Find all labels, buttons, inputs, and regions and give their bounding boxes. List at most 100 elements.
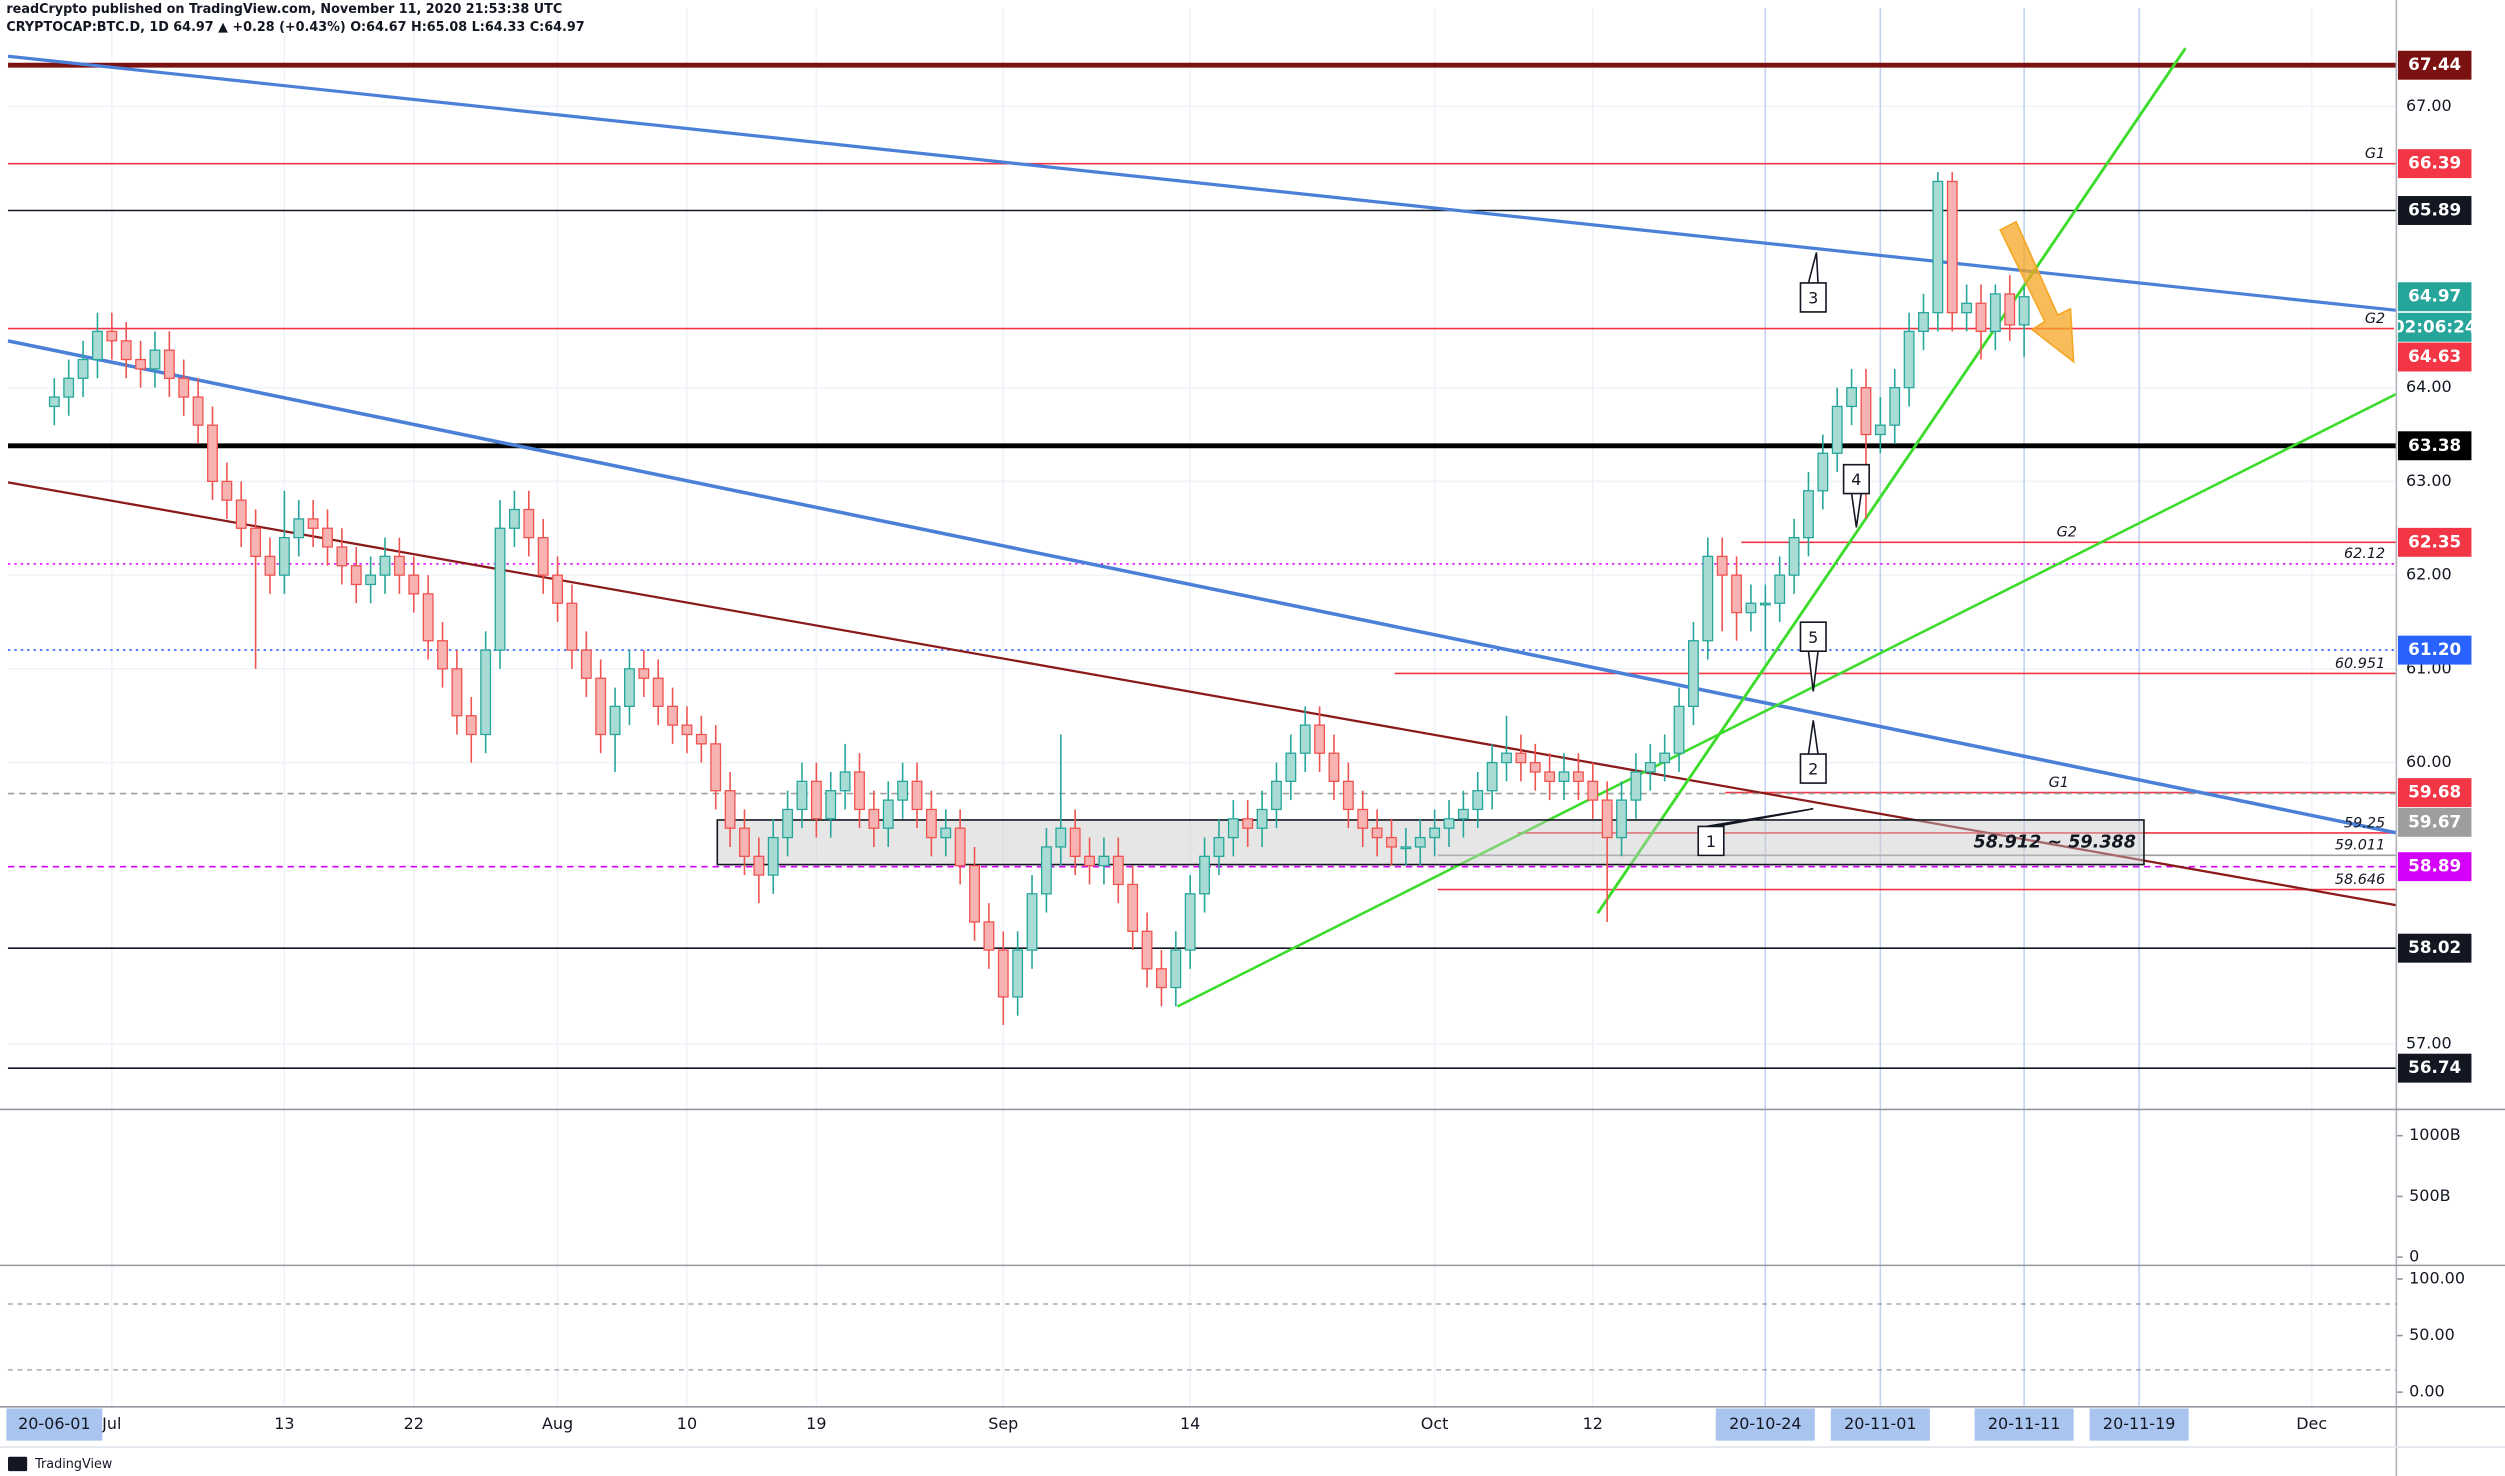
candle-body <box>523 508 535 539</box>
candle-body <box>1774 574 1786 604</box>
candle-body <box>1572 771 1584 782</box>
footer-logo <box>7 1456 28 1472</box>
date-label-box <box>6 1408 103 1441</box>
candles-layer <box>48 172 2030 1026</box>
candle-body <box>1199 855 1211 895</box>
candle-body <box>1127 883 1139 932</box>
candle-body <box>1084 855 1095 867</box>
candle-body <box>1026 893 1038 951</box>
candle-body <box>379 555 391 576</box>
candle-body <box>969 865 980 923</box>
candle-body <box>940 827 952 839</box>
candle-body <box>1860 387 1872 436</box>
x-tick-label: 20-10-24 <box>1729 1414 1801 1433</box>
candle-body <box>1903 330 1915 389</box>
candle-body <box>1601 799 1613 839</box>
countdown-label-box <box>2397 312 2472 342</box>
price-level-label-box <box>2397 149 2472 179</box>
price-level-label-box <box>2397 431 2472 461</box>
candle-body <box>451 668 463 717</box>
candle-body <box>1429 827 1441 839</box>
candle-body <box>609 705 621 736</box>
trend-line <box>1176 392 2397 1008</box>
callout <box>1799 720 1827 784</box>
zone-label: 58.912 ~ 59.388 <box>1974 832 2136 852</box>
pane-tick-label: 0.00 <box>2409 1382 2445 1401</box>
price-level-label-box <box>2397 527 2472 557</box>
candle-body <box>566 602 578 651</box>
price-level-label-box <box>2397 852 2472 882</box>
candle-body <box>322 527 333 548</box>
candle-body <box>1271 780 1282 811</box>
candle-body <box>911 780 923 811</box>
candle-body <box>710 743 722 792</box>
candle-body <box>221 480 233 501</box>
candle-body <box>595 677 607 736</box>
date-label-box <box>1830 1408 1930 1441</box>
candle-body <box>1932 180 1944 314</box>
candle-body <box>767 836 779 876</box>
price-level-label: 62.35 <box>2408 531 2461 551</box>
candle-body <box>552 574 563 604</box>
candle-body <box>1069 827 1081 857</box>
candle-body <box>1529 761 1541 773</box>
candle-body <box>163 349 175 379</box>
candle-body <box>997 949 1009 998</box>
candle-body <box>408 574 420 595</box>
candle-body <box>422 593 434 642</box>
candle-body <box>494 527 506 651</box>
callout <box>1799 621 1827 692</box>
pane-tick-label: 100.00 <box>2409 1268 2465 1287</box>
candle-body <box>1371 827 1383 839</box>
candle-body <box>1889 387 1901 426</box>
price-level-label: 58.89 <box>2408 856 2461 876</box>
candle-body <box>1918 312 1929 333</box>
price-level-label-box <box>2397 342 2472 372</box>
candle-body <box>1055 827 1067 848</box>
x-tick-label: 20-11-19 <box>2103 1414 2175 1433</box>
candle-body <box>1414 836 1426 848</box>
candle-body <box>178 377 190 398</box>
candle-body <box>1803 490 1814 539</box>
pane-tick-label: 0 <box>2409 1247 2419 1266</box>
candle-body <box>724 790 736 829</box>
candle-body <box>638 668 650 679</box>
price-level-label-box <box>2397 807 2472 837</box>
candle-body <box>1616 799 1627 839</box>
candle-body <box>120 340 132 361</box>
left-date-label: 20-06-01 <box>18 1414 90 1433</box>
pane-tick-label: 50.00 <box>2409 1325 2455 1344</box>
price-level-text: 60.951 <box>2335 656 2385 672</box>
price-level-label: 64.63 <box>2408 346 2461 366</box>
candle-body <box>839 771 851 792</box>
x-tick-label: 22 <box>404 1414 424 1433</box>
price-level-label: 63.38 <box>2408 435 2461 455</box>
candle-body <box>1170 949 1182 989</box>
candle-body <box>1156 968 1167 989</box>
price-level-label: 56.74 <box>2408 1057 2461 1077</box>
y-tick-label: 62.00 <box>2406 565 2452 584</box>
candle-body <box>1141 930 1153 970</box>
x-tick-label: 10 <box>677 1414 697 1433</box>
candle-body <box>1558 771 1570 782</box>
candle-body <box>1687 640 1699 707</box>
price-level-label-box <box>2397 635 2472 665</box>
price-level-label: 58.02 <box>2408 937 2461 957</box>
candle-body <box>1831 405 1843 454</box>
y-tick-label: 57.00 <box>2406 1033 2452 1052</box>
last-price-label: 64.97 <box>2408 286 2461 306</box>
candle-body <box>1342 780 1354 811</box>
price-level-label: 59.68 <box>2408 782 2461 802</box>
candle-body <box>1846 387 1858 408</box>
level-tag: G1 <box>2049 775 2069 791</box>
candle-body <box>868 808 880 829</box>
candle-body <box>92 330 103 361</box>
candle-body <box>882 799 894 829</box>
candle-body <box>365 574 377 586</box>
levels-layer <box>7 62 2397 1069</box>
candle-body <box>1788 536 1800 576</box>
candle-body <box>1184 893 1196 951</box>
